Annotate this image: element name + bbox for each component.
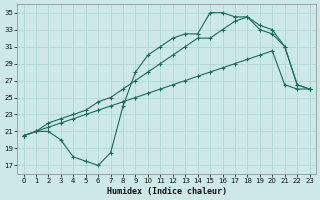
- X-axis label: Humidex (Indice chaleur): Humidex (Indice chaleur): [107, 187, 227, 196]
